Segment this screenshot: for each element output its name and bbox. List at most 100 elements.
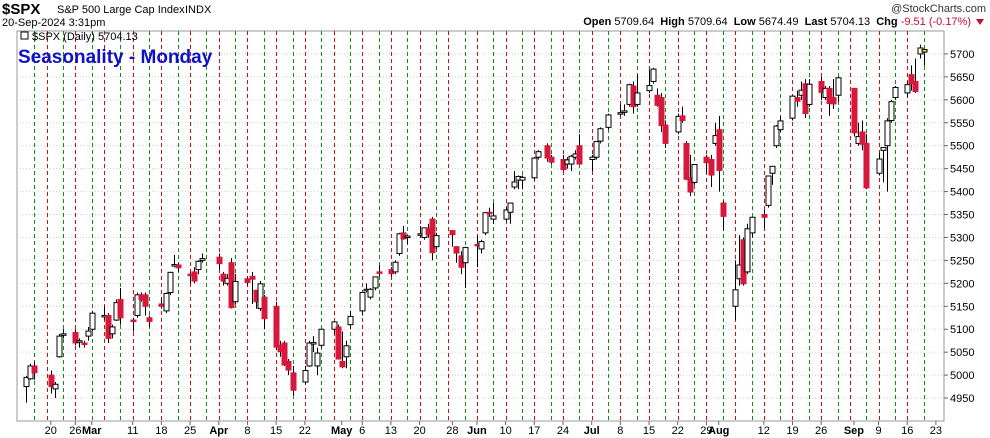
candle-body	[511, 181, 518, 188]
x-tick-label: 10	[500, 425, 512, 437]
candle	[617, 104, 624, 116]
candle-body	[744, 228, 751, 273]
timestamp: 20-Sep-2024 3:31pm	[2, 17, 106, 29]
candle	[826, 86, 833, 116]
x-tick-label: 26	[69, 425, 81, 437]
candle	[449, 230, 456, 247]
candle	[302, 365, 309, 385]
y-tick-label: 5000	[950, 370, 974, 382]
x-tick-label: 15	[643, 425, 655, 437]
x-tick-label: 20	[413, 425, 425, 437]
x-tick-label: 20	[45, 425, 57, 437]
candle	[117, 287, 124, 325]
candle-body	[195, 260, 202, 271]
candle-body	[290, 372, 297, 391]
ticker-symbol: $SPX	[2, 1, 41, 18]
candle	[195, 260, 202, 275]
candle	[589, 154, 596, 171]
candle-body	[531, 157, 538, 179]
candle	[343, 340, 350, 369]
candle	[765, 175, 772, 208]
candle	[396, 232, 403, 256]
candle-body	[335, 326, 342, 360]
candle-body	[777, 120, 784, 131]
candle	[23, 376, 30, 403]
candle	[216, 253, 223, 270]
candle-body	[310, 342, 317, 345]
candle	[392, 260, 399, 275]
candle-body	[597, 128, 604, 142]
candle	[605, 113, 612, 130]
candle	[806, 79, 813, 107]
candle	[863, 134, 870, 190]
candle	[777, 115, 784, 132]
candle	[568, 154, 575, 171]
candle-body	[880, 147, 887, 151]
candle-body	[794, 97, 801, 102]
candle-body	[449, 230, 456, 236]
candle-body	[765, 175, 772, 206]
x-tick-label: May	[331, 425, 353, 437]
candle	[404, 235, 411, 245]
x-tick-label: 29	[700, 425, 712, 437]
legend-label: $SPX (Daily) 5704.13	[32, 31, 138, 43]
candle	[662, 120, 669, 148]
candle-body	[605, 114, 612, 128]
candle-body	[544, 145, 551, 159]
candle-body	[589, 156, 596, 160]
candle-body	[109, 326, 116, 335]
candle-body	[134, 294, 141, 316]
candle	[433, 232, 440, 249]
candle	[462, 246, 469, 288]
exchange-label: INDX	[185, 4, 212, 16]
x-tick-label: 8	[617, 425, 623, 437]
candle-body	[507, 202, 514, 213]
candle-body	[244, 278, 251, 283]
candle-body	[658, 97, 665, 127]
legend: $SPX (Daily) 5704.13	[20, 31, 138, 43]
candle	[285, 359, 292, 376]
candle-body	[306, 342, 313, 367]
candle	[249, 271, 256, 304]
candle	[621, 104, 628, 116]
candle-body	[191, 271, 198, 282]
candle-body	[392, 261, 399, 273]
candle	[880, 147, 887, 183]
candle	[376, 265, 383, 277]
candle	[904, 81, 911, 98]
x-tick-label: 25	[184, 425, 196, 437]
chg-label: Chg	[876, 16, 898, 28]
candle-body	[163, 292, 170, 312]
x-axis: 20 26 Mar 11 18 25 Apr 8 15 22 May 6 13 20 28 Jun 10 17 24…	[45, 421, 942, 437]
candle	[232, 274, 239, 304]
x-tick-label: Aug	[708, 425, 729, 437]
x-tick-label: Jun	[467, 425, 487, 437]
candle	[876, 152, 883, 176]
candle-body	[81, 342, 88, 345]
x-tick-label: 23	[930, 425, 942, 437]
candle	[519, 175, 526, 190]
candle	[687, 154, 694, 197]
candles	[23, 44, 928, 403]
candle	[146, 315, 153, 327]
candle-body	[761, 214, 768, 218]
candle-body	[314, 352, 321, 367]
candle-body	[749, 216, 756, 234]
candle-body	[687, 177, 694, 193]
candle-body	[343, 345, 350, 358]
candle	[163, 292, 170, 314]
candle	[31, 361, 38, 380]
candle-body	[52, 383, 59, 390]
candle	[720, 200, 727, 231]
candle	[658, 92, 665, 132]
candle	[273, 301, 280, 350]
candle-body	[888, 101, 895, 121]
candle	[306, 340, 313, 367]
candle-body	[912, 80, 919, 93]
y-tick-label: 5050	[950, 347, 974, 359]
candle	[220, 271, 227, 286]
x-tick-label: 16	[901, 425, 913, 437]
candle	[650, 67, 657, 84]
